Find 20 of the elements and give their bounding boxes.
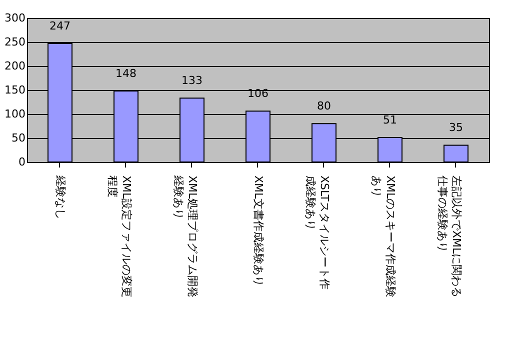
- x-tick-label: XML処理プログラム開発経験あり: [172, 174, 199, 298]
- x-tick-label: XMLのスキーマ作成経験あり: [370, 176, 397, 298]
- data-label: 148: [116, 66, 136, 80]
- data-label: 133: [182, 74, 202, 88]
- data-label: 51: [383, 114, 397, 127]
- x-tick-label: 経験なし: [54, 174, 67, 220]
- x-tick-label: XSLTスタイルシート作成経験あり: [304, 176, 331, 290]
- x-tick-label: XML文書作成経験あり: [252, 176, 265, 287]
- x-tick-label: XML設定ファイルの変更程度: [106, 176, 133, 298]
- y-tick-label: 300: [4, 12, 26, 24]
- data-label: 35: [449, 121, 463, 134]
- y-tick-label: 100: [4, 108, 26, 120]
- y-tick-label: 50: [12, 132, 26, 144]
- y-tick-label: 150: [4, 84, 26, 96]
- data-label: 80: [317, 100, 331, 113]
- y-tick-label: 250: [4, 36, 26, 48]
- x-tick-label: 左記以外でXMLに関わる仕事の経験あり: [436, 176, 463, 298]
- y-tick-label: 0: [18, 156, 26, 168]
- data-label: 247: [50, 19, 70, 32]
- y-tick-label: 200: [4, 60, 26, 72]
